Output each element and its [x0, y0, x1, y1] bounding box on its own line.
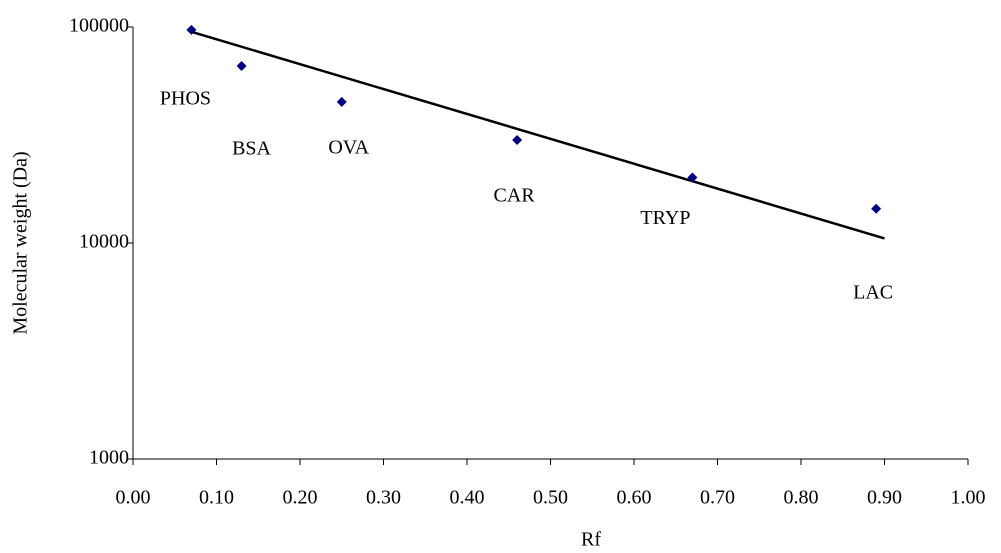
data-point [871, 203, 882, 214]
data-point [236, 60, 247, 71]
trend-line [191, 30, 885, 240]
y-tick-label: 1000 [89, 447, 129, 469]
y-tick-label: 100000 [69, 15, 129, 37]
point-label: BSA [232, 138, 271, 160]
x-tick-label: 0.70 [700, 487, 735, 509]
data-point [336, 96, 347, 107]
point-label: PHOS [160, 87, 211, 109]
x-tick-label: 0.20 [283, 487, 318, 509]
data-point [687, 172, 698, 183]
data-point [512, 134, 523, 145]
x-tick-label: 0.10 [199, 487, 234, 509]
x-tick-label: 0.30 [366, 487, 401, 509]
point-label: LAC [853, 281, 893, 303]
x-tick-label: 1.00 [951, 487, 986, 509]
x-tick-label: 0.40 [450, 487, 485, 509]
y-axis-title: Molecular weight (Da) [10, 151, 32, 334]
x-tick-label: 0.50 [533, 487, 568, 509]
x-tick-label: 0.60 [617, 487, 652, 509]
x-tick-label: 0.00 [116, 487, 151, 509]
point-label: TRYP [640, 207, 690, 229]
x-tick-label: 0.90 [867, 487, 902, 509]
y-tick-label: 10000 [79, 231, 129, 253]
data-point [186, 24, 197, 35]
point-label: CAR [494, 185, 536, 207]
point-label: OVA [328, 136, 369, 158]
x-axis-title: Rf [581, 529, 601, 551]
x-tick-label: 0.80 [784, 487, 819, 509]
